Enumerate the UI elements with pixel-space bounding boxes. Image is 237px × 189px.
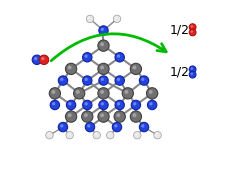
Circle shape: [98, 111, 109, 122]
Circle shape: [93, 132, 100, 139]
Circle shape: [101, 102, 104, 105]
Circle shape: [108, 133, 111, 136]
Circle shape: [191, 30, 193, 33]
Circle shape: [191, 25, 193, 27]
Circle shape: [124, 90, 128, 94]
Circle shape: [149, 90, 153, 94]
Circle shape: [139, 122, 149, 132]
Circle shape: [49, 88, 60, 99]
Circle shape: [98, 88, 109, 99]
Circle shape: [189, 29, 196, 36]
Circle shape: [84, 54, 88, 58]
Circle shape: [66, 132, 73, 139]
Circle shape: [84, 78, 88, 81]
Circle shape: [131, 100, 141, 110]
Circle shape: [117, 78, 120, 81]
Circle shape: [82, 100, 92, 110]
Circle shape: [100, 113, 104, 117]
Circle shape: [149, 102, 153, 105]
Circle shape: [115, 100, 124, 110]
Circle shape: [99, 26, 108, 35]
Circle shape: [46, 132, 53, 139]
Circle shape: [51, 90, 55, 94]
Circle shape: [68, 133, 70, 136]
Circle shape: [66, 100, 76, 110]
Circle shape: [76, 90, 80, 94]
Circle shape: [191, 73, 193, 75]
Circle shape: [41, 57, 45, 60]
Circle shape: [101, 78, 104, 81]
Circle shape: [189, 66, 196, 73]
Circle shape: [87, 124, 91, 128]
Circle shape: [133, 132, 141, 139]
Circle shape: [132, 113, 137, 117]
Circle shape: [39, 55, 49, 64]
Circle shape: [130, 111, 141, 122]
Circle shape: [52, 102, 55, 105]
Circle shape: [117, 102, 120, 105]
Circle shape: [141, 124, 145, 128]
Circle shape: [95, 133, 97, 136]
Circle shape: [58, 76, 68, 85]
Circle shape: [141, 78, 145, 81]
Circle shape: [98, 63, 109, 74]
Circle shape: [84, 102, 88, 105]
Text: 1/2: 1/2: [169, 23, 189, 36]
Circle shape: [68, 102, 72, 105]
Circle shape: [82, 111, 93, 122]
Circle shape: [133, 102, 136, 105]
Circle shape: [147, 100, 157, 110]
Circle shape: [34, 57, 37, 60]
Circle shape: [189, 71, 196, 78]
Circle shape: [86, 15, 94, 23]
Circle shape: [98, 40, 109, 51]
Circle shape: [73, 88, 85, 99]
Circle shape: [117, 54, 120, 58]
Circle shape: [154, 132, 161, 139]
Circle shape: [85, 122, 95, 132]
Circle shape: [106, 132, 114, 139]
Circle shape: [60, 78, 64, 81]
Circle shape: [100, 90, 104, 94]
Circle shape: [155, 133, 158, 136]
Circle shape: [122, 88, 133, 99]
Circle shape: [99, 100, 108, 110]
Circle shape: [113, 15, 121, 23]
Circle shape: [101, 28, 104, 31]
Circle shape: [100, 66, 104, 70]
Circle shape: [82, 76, 92, 85]
Circle shape: [114, 111, 125, 122]
Circle shape: [60, 124, 64, 128]
Circle shape: [82, 53, 92, 62]
Circle shape: [114, 124, 118, 128]
Circle shape: [116, 113, 120, 117]
Circle shape: [115, 76, 124, 85]
Circle shape: [65, 111, 77, 122]
Circle shape: [132, 66, 137, 70]
Circle shape: [68, 113, 72, 117]
Circle shape: [99, 76, 108, 85]
Circle shape: [130, 63, 141, 74]
Circle shape: [100, 42, 104, 46]
Text: 1/2: 1/2: [169, 65, 189, 78]
Circle shape: [115, 17, 117, 19]
Circle shape: [112, 122, 122, 132]
Circle shape: [65, 63, 77, 74]
Circle shape: [139, 76, 149, 85]
Circle shape: [191, 67, 193, 70]
Circle shape: [135, 133, 138, 136]
Circle shape: [84, 113, 88, 117]
Circle shape: [58, 122, 68, 132]
Circle shape: [68, 66, 72, 70]
Circle shape: [146, 88, 158, 99]
Circle shape: [47, 133, 50, 136]
Circle shape: [88, 17, 90, 19]
Circle shape: [50, 100, 59, 110]
Circle shape: [115, 53, 124, 62]
Circle shape: [32, 55, 41, 64]
Circle shape: [189, 24, 196, 31]
